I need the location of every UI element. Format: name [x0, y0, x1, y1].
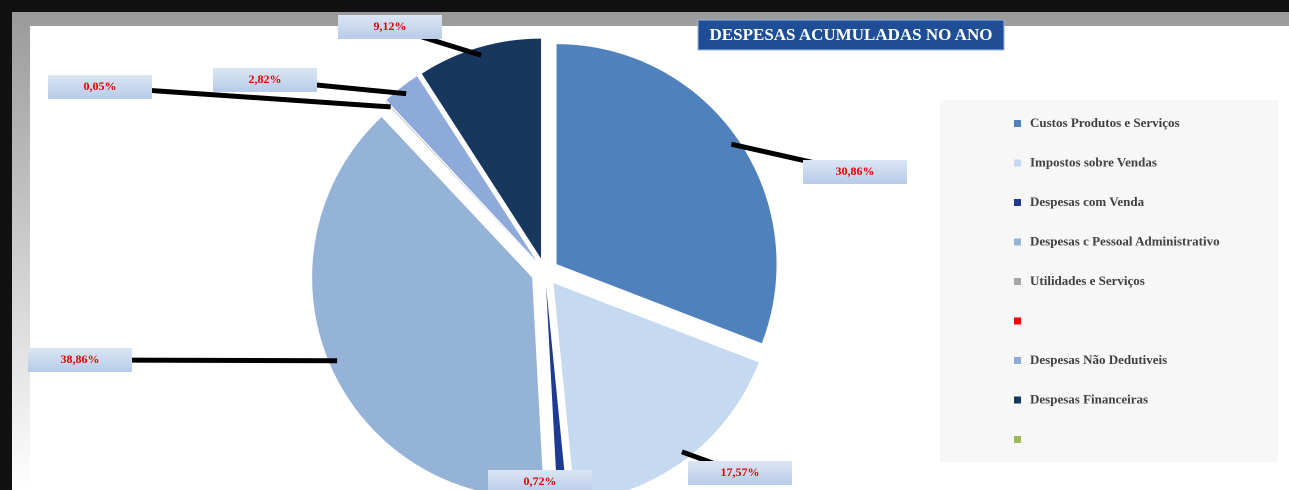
legend-label: Despesas Financeiras: [1030, 391, 1148, 406]
data-label: 17,57%: [721, 465, 760, 479]
pie-slice: [384, 100, 536, 262]
pie-slice: [546, 285, 567, 490]
pie-slice: [312, 117, 544, 490]
data-label-box: [28, 348, 132, 372]
title-box: [697, 19, 1005, 51]
legend-label: Utilidades e Serviços: [1030, 273, 1145, 288]
pie-slice: [553, 283, 759, 490]
pie-slice: [385, 100, 536, 262]
data-label-box: [213, 68, 317, 92]
legend-swatch: [1014, 357, 1021, 364]
legend-swatch: [1014, 396, 1021, 404]
data-label-box: [803, 160, 907, 184]
legend-swatch: [1014, 278, 1021, 285]
legend-swatch: [1014, 436, 1021, 443]
data-label: 0,72%: [524, 474, 557, 488]
data-label-box: [488, 470, 592, 490]
data-label-box: [48, 75, 152, 99]
legend-label: Custos Produtos e Serviços: [1030, 115, 1180, 130]
legend-label: Despesas Não Dedutiveis: [1030, 352, 1167, 367]
pie-slice: [386, 76, 537, 261]
pie-slice: [556, 44, 777, 344]
data-label: 0,05%: [84, 79, 117, 93]
data-label: 9,12%: [374, 19, 407, 33]
legend-label: Impostos sobre Vendas: [1030, 154, 1157, 169]
data-label: 38,86%: [61, 352, 100, 366]
pie-slice: [421, 38, 542, 259]
data-label: 30,86%: [836, 164, 875, 178]
data-label-box: [338, 15, 442, 39]
legend-label: Despesas c Pessoal Administrativo: [1030, 233, 1220, 248]
legend-swatch: [1014, 159, 1021, 167]
legend-swatch: [1014, 317, 1021, 325]
chart-title: DESPESAS ACUMULADAS NO ANO: [710, 25, 993, 44]
legend-swatch: [1014, 199, 1021, 206]
legend-swatch: [1014, 120, 1021, 127]
data-label: 2,82%: [249, 72, 282, 86]
legend-swatch: [1014, 238, 1021, 246]
legend-label: Despesas com Venda: [1030, 194, 1145, 209]
legend: [940, 100, 1278, 462]
data-label-box: [688, 461, 792, 485]
